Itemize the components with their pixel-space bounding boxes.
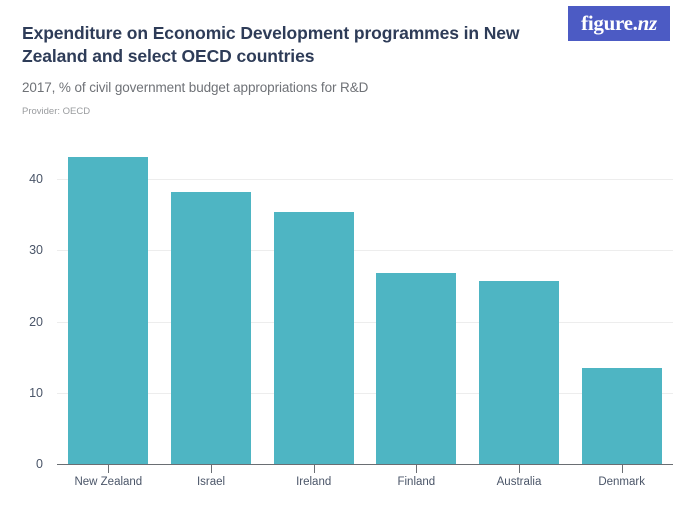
x-tick-label: New Zealand xyxy=(74,476,143,488)
provider-label: Provider: OECD xyxy=(22,106,91,117)
logo-text-main: figure. xyxy=(581,11,638,35)
x-tick-label: Denmark xyxy=(598,476,645,488)
logo-text: figure.nz xyxy=(581,11,657,36)
bar[interactable] xyxy=(273,211,354,464)
bar[interactable] xyxy=(376,273,457,464)
gridline xyxy=(57,392,673,394)
x-axis-line xyxy=(57,464,673,465)
y-tick-label: 10 xyxy=(29,385,43,400)
chart-subtitle: 2017, % of civil government budget appro… xyxy=(22,80,369,95)
x-tick-mark xyxy=(519,465,520,473)
bar[interactable] xyxy=(479,280,559,464)
x-tick-mark xyxy=(211,465,212,473)
page-title: Expenditure on Economic Development prog… xyxy=(22,23,520,66)
x-tick-label: Australia xyxy=(496,476,542,488)
figure-nz-logo[interactable]: figure.nz xyxy=(568,6,670,41)
logo-text-accent: nz xyxy=(637,11,658,35)
gridline xyxy=(57,250,673,252)
x-tick-label: Ireland xyxy=(296,476,332,488)
x-tick-label: Israel xyxy=(196,476,226,488)
y-tick-label: 20 xyxy=(29,314,43,329)
bar[interactable] xyxy=(68,156,149,464)
x-tick-mark xyxy=(108,465,110,473)
bar[interactable] xyxy=(171,191,251,464)
y-tick-label: 30 xyxy=(29,243,43,258)
x-tick-mark xyxy=(313,465,315,473)
gridline xyxy=(57,179,673,180)
chart-header: Expenditure on Economic Development prog… xyxy=(0,0,700,130)
x-tick-mark xyxy=(416,465,418,473)
x-tick-label: Finland xyxy=(397,476,436,488)
bar[interactable] xyxy=(581,367,662,464)
x-tick-mark xyxy=(621,465,623,473)
gridline xyxy=(57,321,673,323)
y-tick-label: 0 xyxy=(36,457,43,471)
y-tick-label: 40 xyxy=(29,172,43,186)
